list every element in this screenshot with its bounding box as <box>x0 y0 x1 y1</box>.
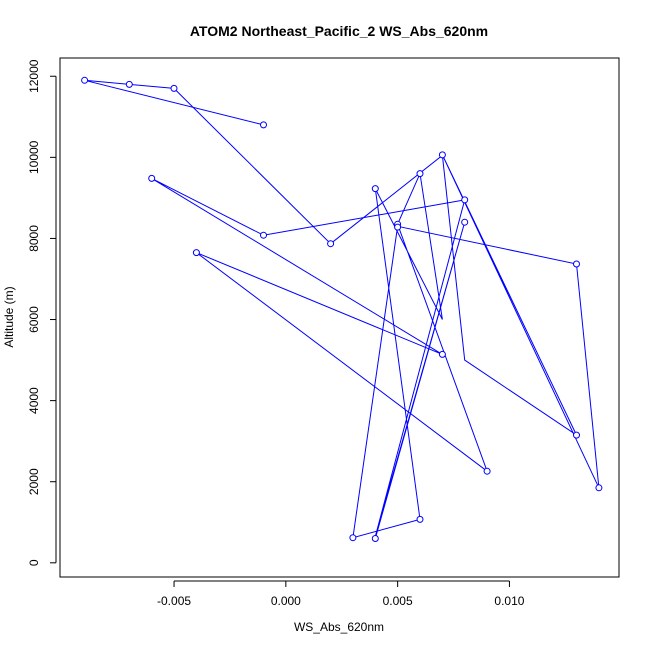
y-axis-label: Altitude (m) <box>2 286 16 347</box>
data-point <box>192 249 200 257</box>
y-tick-label: 10000 <box>27 140 41 174</box>
data-point <box>416 515 424 523</box>
data-point <box>327 240 335 248</box>
x-tick-label: -0.005 <box>157 594 191 608</box>
data-point <box>438 350 446 358</box>
data-point <box>260 231 267 239</box>
data-point <box>371 185 379 193</box>
series-markers <box>81 76 603 542</box>
y-tick-label: 2000 <box>27 468 41 495</box>
y-axis: 0 2000 4000 6000 8000 10000 12000 <box>27 59 57 566</box>
data-point <box>349 534 357 542</box>
data-point <box>461 218 469 226</box>
x-axis-label: WS_Abs_620nm <box>294 620 384 634</box>
x-tick-label: 0.000 <box>271 594 301 608</box>
y-tick-label: 8000 <box>27 225 41 252</box>
data-point <box>371 535 379 542</box>
x-axis: -0.005 0.000 0.005 0.010 <box>157 580 525 608</box>
data-point <box>260 121 267 129</box>
data-point <box>125 80 133 88</box>
data-point <box>483 467 491 475</box>
data-point <box>148 174 156 182</box>
y-tick-label: 0 <box>27 559 41 566</box>
plot-frame <box>59 57 620 578</box>
data-point <box>416 170 424 178</box>
y-tick-label: 12000 <box>27 59 41 93</box>
data-point <box>394 223 402 231</box>
data-point <box>573 260 580 268</box>
y-tick-label: 4000 <box>27 387 41 414</box>
data-point <box>573 431 580 439</box>
data-point <box>595 484 603 492</box>
data-point <box>438 151 446 159</box>
data-point <box>81 76 89 84</box>
data-point <box>170 84 178 92</box>
y-tick-label: 6000 <box>27 306 41 333</box>
chart-title: ATOM2 Northeast_Pacific_2 WS_Abs_620nm <box>190 23 488 39</box>
data-point <box>461 196 469 204</box>
x-tick-label: 0.005 <box>383 594 413 608</box>
x-tick-label: 0.010 <box>494 594 524 608</box>
